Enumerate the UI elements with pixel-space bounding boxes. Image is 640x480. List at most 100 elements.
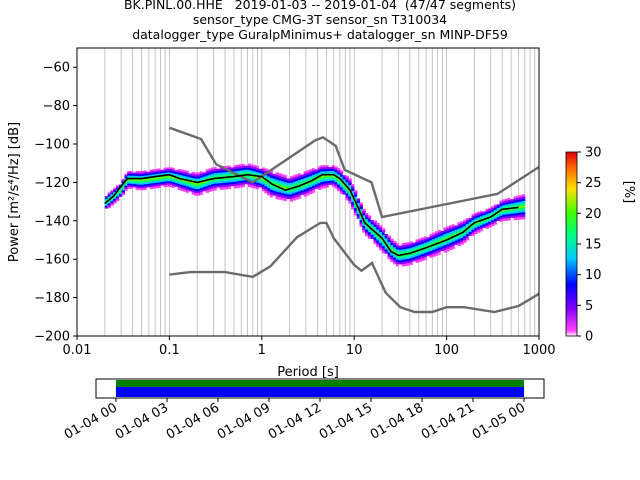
histogram-cell	[244, 169, 249, 173]
histogram-cell	[404, 246, 408, 250]
histogram-cell	[337, 186, 341, 190]
histogram-cell	[437, 252, 442, 255]
histogram-cell	[253, 167, 257, 170]
histogram-cell	[183, 185, 187, 188]
histogram-cell	[435, 233, 439, 237]
histogram-cell	[300, 181, 305, 184]
histogram-cell	[284, 175, 288, 178]
histogram-cell	[477, 211, 481, 214]
histogram-cell	[395, 261, 400, 265]
histogram-cell	[499, 204, 503, 207]
histogram-cell	[507, 218, 512, 221]
histogram-cell	[202, 172, 207, 175]
histogram-cell	[362, 217, 366, 220]
histogram-cell	[323, 171, 327, 174]
histogram-cell	[521, 212, 526, 215]
histogram-cell	[275, 174, 279, 178]
histogram-cell	[334, 178, 338, 181]
histogram-cell	[521, 198, 526, 202]
histogram-cell	[284, 196, 288, 199]
histogram-cell	[295, 176, 299, 180]
histogram-cell	[163, 178, 167, 181]
histogram-cell	[158, 185, 162, 188]
histogram-cell	[188, 173, 193, 176]
histogram-cell	[200, 173, 204, 176]
histogram-cell	[118, 197, 123, 199]
histogram-cell	[312, 190, 316, 193]
histogram-cell	[491, 209, 495, 212]
histogram-cell	[172, 167, 176, 171]
histogram-cell	[409, 243, 414, 246]
histogram-cell	[149, 181, 153, 184]
histogram-cell	[482, 224, 487, 227]
mode-line	[104, 173, 519, 257]
histogram-cell	[214, 183, 218, 187]
histogram-cell	[264, 186, 268, 189]
histogram-cell	[214, 173, 218, 176]
histogram-cell	[482, 213, 487, 216]
histogram-cell	[437, 232, 442, 235]
histogram-cell	[337, 180, 341, 183]
histogram-cell	[250, 168, 254, 171]
histogram-cell	[499, 202, 503, 205]
histogram-cell	[437, 236, 442, 240]
histogram-cell	[281, 193, 285, 196]
histogram-cell	[471, 214, 475, 217]
histogram-cell	[242, 168, 246, 171]
histogram-cell	[390, 255, 394, 258]
histogram-cell	[309, 191, 313, 194]
histogram-cell	[149, 180, 153, 183]
histogram-cell	[200, 183, 204, 187]
histogram-cell	[233, 181, 237, 185]
histogram-cell	[496, 208, 501, 211]
histogram-cell	[183, 187, 187, 190]
histogram-cell	[286, 183, 291, 186]
histogram-cell	[468, 227, 473, 231]
histogram-cell	[505, 202, 509, 205]
histogram-cell	[141, 181, 145, 184]
histogram-cell	[130, 179, 134, 181]
histogram-cell	[275, 196, 279, 200]
histogram-cell	[205, 188, 209, 191]
histogram-cell	[373, 229, 377, 232]
histogram-cell	[407, 248, 411, 251]
histogram-cell	[144, 182, 148, 185]
histogram-cell	[505, 206, 509, 209]
histogram-cell	[513, 209, 517, 212]
histogram-cell	[457, 226, 461, 229]
histogram-cell	[415, 252, 419, 255]
histogram-cell	[160, 185, 165, 188]
histogram-cell	[519, 214, 523, 218]
histogram-cell	[183, 181, 187, 185]
histogram-cell	[395, 245, 400, 248]
histogram-cell	[463, 232, 467, 235]
timeline-tick-label: 01-04 21	[419, 400, 477, 442]
histogram-cell	[379, 232, 383, 235]
histogram-cell	[180, 188, 184, 191]
histogram-cell	[292, 193, 296, 196]
histogram-cell	[407, 246, 411, 249]
histogram-cell	[398, 258, 403, 261]
histogram-cell	[373, 239, 377, 243]
histogram-cell	[460, 238, 464, 241]
histogram-cell	[496, 211, 501, 214]
histogram-cell	[507, 212, 512, 215]
histogram-cell	[270, 189, 274, 193]
histogram-cell	[298, 175, 302, 179]
histogram-cell	[429, 242, 433, 245]
histogram-cell	[381, 237, 386, 240]
histogram-cell	[423, 249, 428, 252]
histogram-cell	[373, 235, 377, 238]
histogram-cell	[412, 261, 417, 264]
histogram-cell	[505, 212, 509, 215]
histogram-cell	[247, 167, 251, 171]
histogram-cell	[479, 227, 484, 230]
histogram-cell	[407, 254, 411, 258]
histogram-cell	[443, 231, 447, 235]
histogram-cell	[474, 227, 478, 231]
histogram-cell	[491, 216, 495, 219]
histogram-cell	[362, 211, 366, 214]
histogram-cell	[239, 178, 243, 182]
histogram-cell	[312, 172, 316, 176]
histogram-cell	[468, 218, 473, 221]
